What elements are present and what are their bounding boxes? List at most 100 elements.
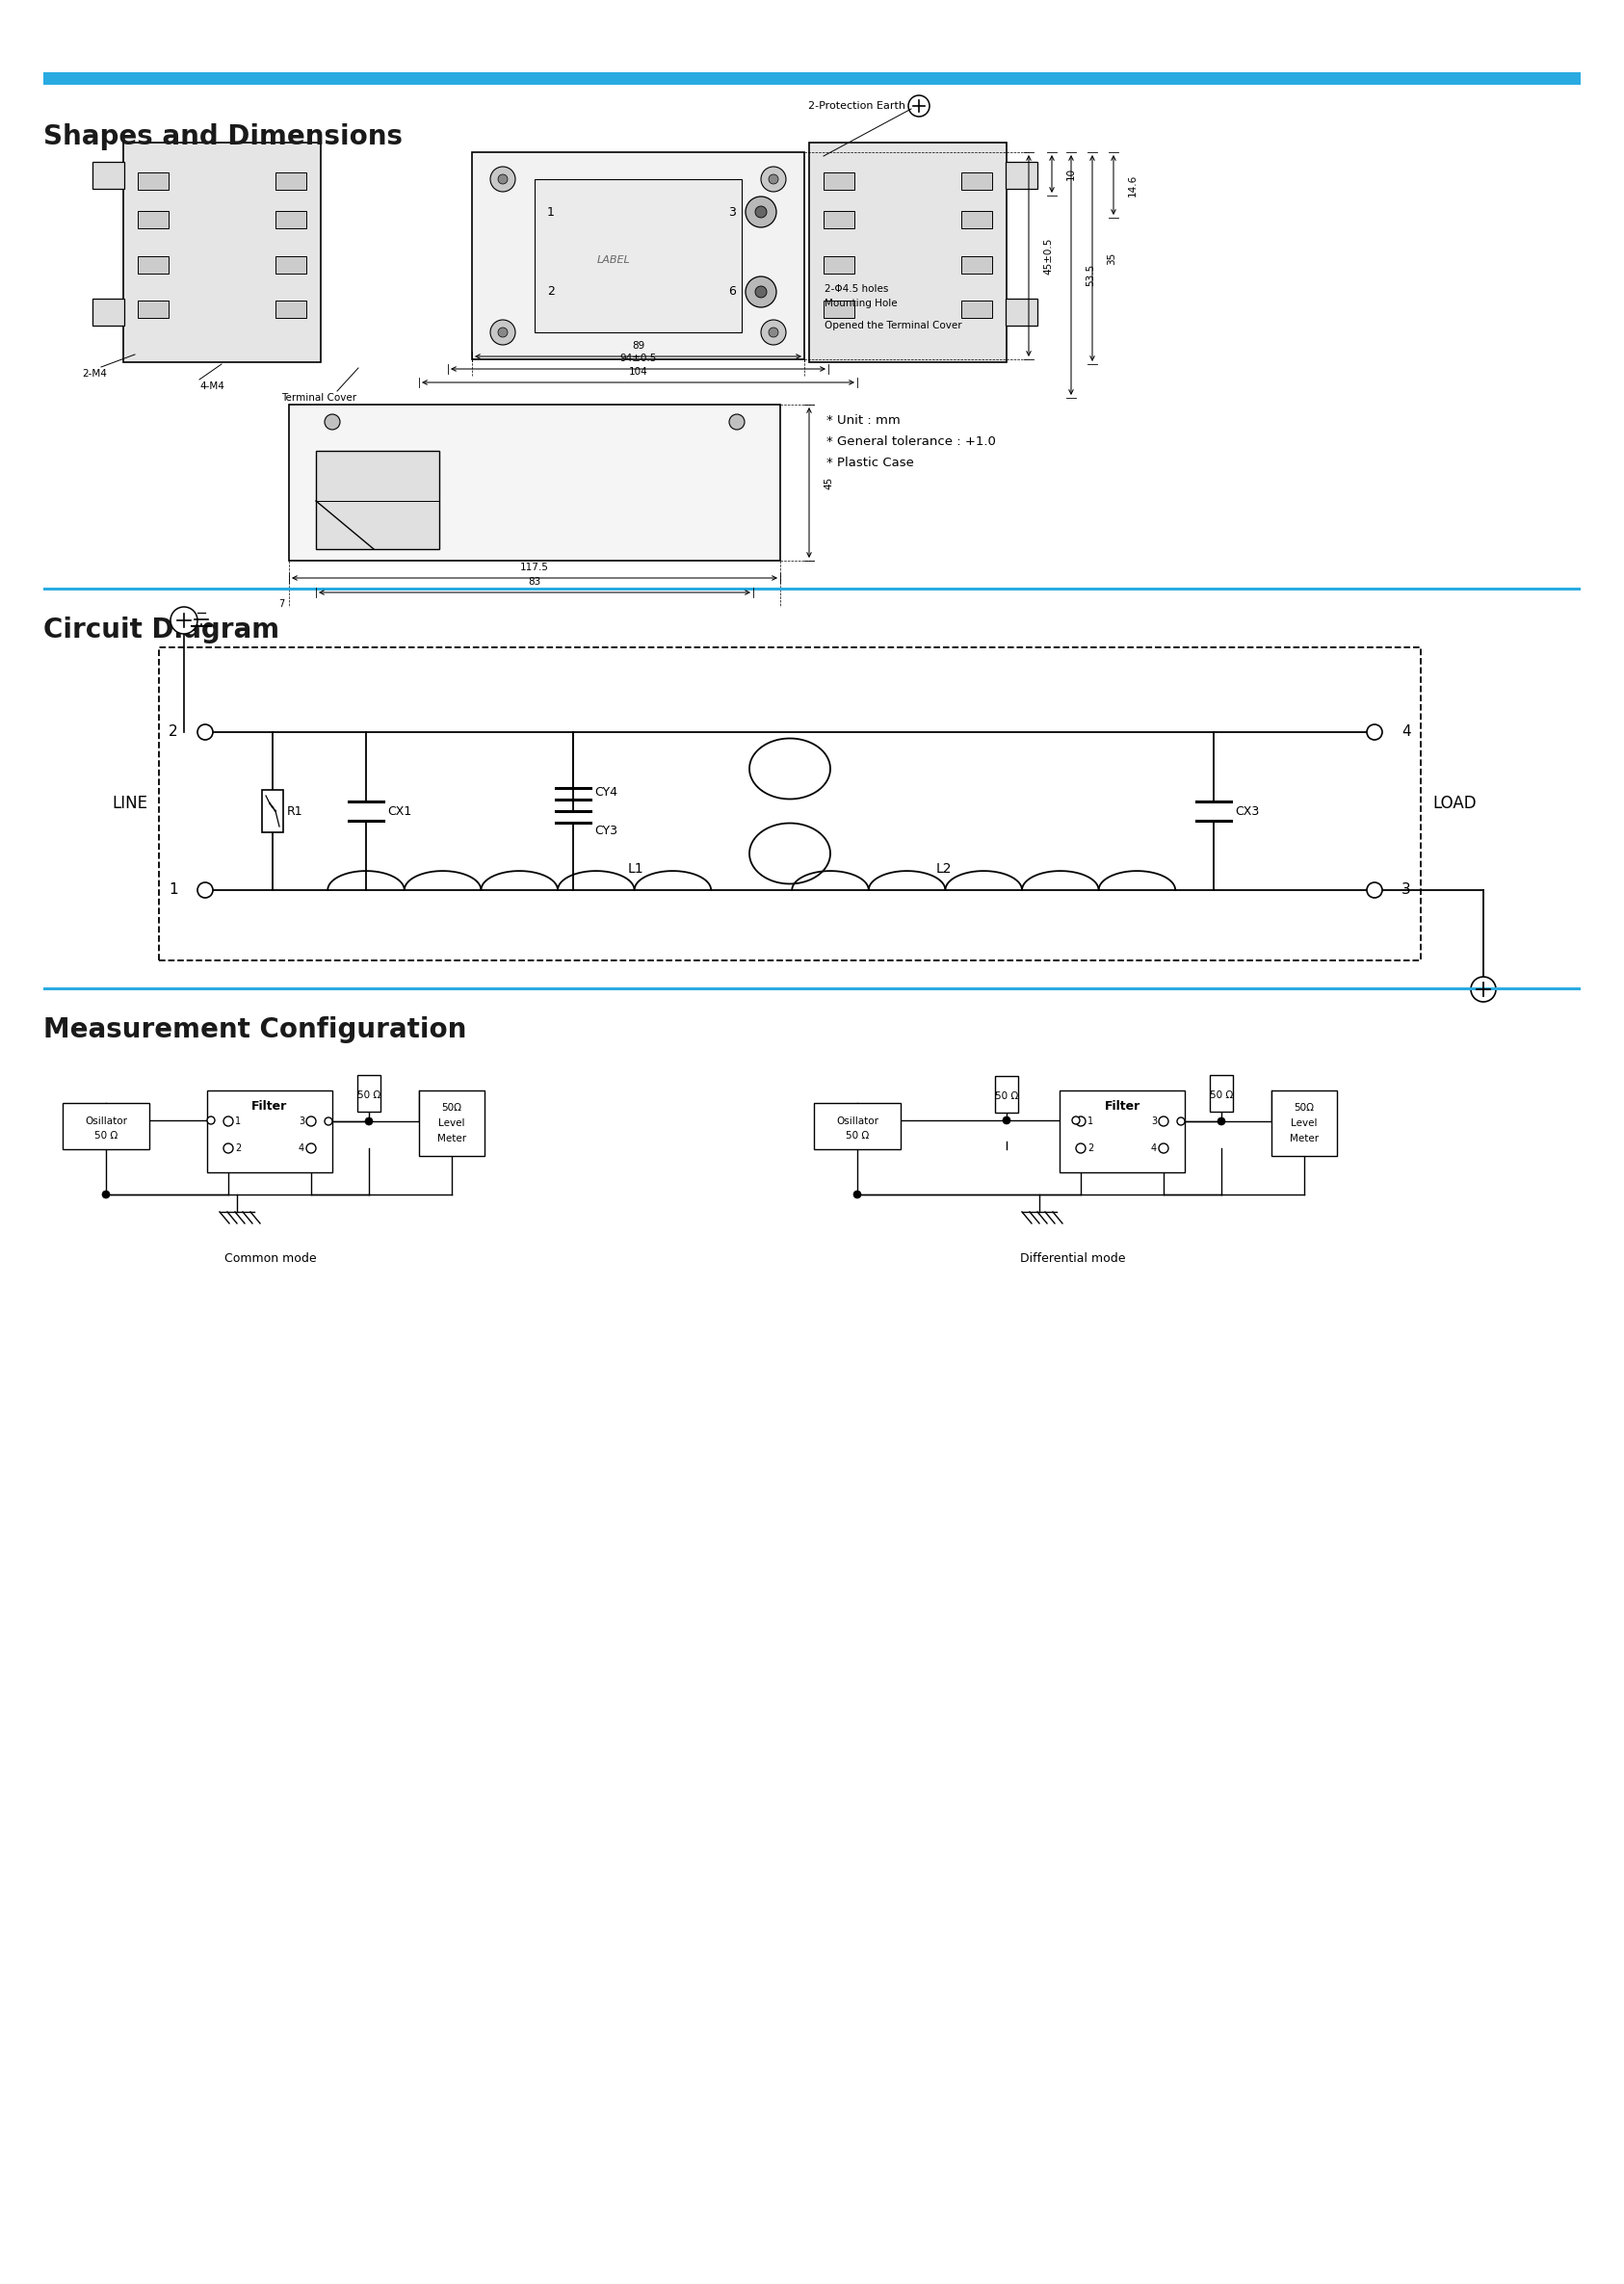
Circle shape [1367, 724, 1382, 740]
Text: Circuit Diagram: Circuit Diagram [44, 617, 279, 644]
Text: CX3: CX3 [1234, 804, 1259, 818]
Circle shape [854, 1190, 861, 1199]
Text: 2: 2 [547, 286, 555, 299]
Text: Common mode: Common mode [224, 1252, 317, 1265]
Bar [208, 1089, 333, 1172]
Bar [1272, 1089, 1337, 1156]
Text: 50 Ω: 50 Ω [357, 1089, 380, 1101]
Bar [138, 301, 169, 317]
Bar [357, 1076, 380, 1112]
Text: 3: 3 [1402, 884, 1411, 898]
Text: 4: 4 [1151, 1144, 1156, 1153]
Text: Osillator: Osillator [84, 1117, 127, 1126]
Circle shape [365, 1117, 374, 1126]
Text: Measurement Configuration: Measurement Configuration [44, 1016, 466, 1044]
Text: L1: L1 [628, 861, 643, 875]
Circle shape [1160, 1117, 1168, 1126]
Bar [823, 301, 854, 317]
Circle shape [762, 167, 786, 192]
Text: 50 Ω: 50 Ω [846, 1131, 869, 1140]
Bar [276, 171, 307, 190]
Text: 53.5: 53.5 [1085, 265, 1095, 286]
Bar [289, 404, 780, 560]
Circle shape [490, 167, 515, 192]
Circle shape [307, 1144, 317, 1153]
Text: Filter: Filter [252, 1099, 287, 1112]
Circle shape [745, 276, 776, 308]
Text: Level: Level [438, 1119, 464, 1128]
Circle shape [1218, 1117, 1224, 1126]
Text: 117.5: 117.5 [520, 562, 549, 573]
Bar [44, 73, 1580, 85]
Text: 3: 3 [728, 206, 736, 219]
Text: R1: R1 [287, 804, 304, 818]
Text: Terminal Cover: Terminal Cover [281, 393, 357, 402]
Bar [138, 171, 169, 190]
Bar [419, 1089, 484, 1156]
Text: CY4: CY4 [594, 786, 617, 797]
Text: LOAD: LOAD [1432, 795, 1476, 813]
Text: 50Ω: 50Ω [442, 1103, 461, 1112]
Text: 6: 6 [728, 286, 736, 299]
Circle shape [1002, 1117, 1010, 1124]
Text: 2-Protection Earth: 2-Protection Earth [809, 100, 906, 112]
Bar [809, 142, 1007, 363]
Text: Differential mode: Differential mode [1020, 1252, 1125, 1265]
Text: CX1: CX1 [387, 804, 411, 818]
Circle shape [1177, 1117, 1186, 1126]
Bar [961, 256, 992, 274]
Text: 14.6: 14.6 [1129, 174, 1137, 196]
Circle shape [499, 174, 508, 185]
Text: 45±0.5: 45±0.5 [1043, 238, 1052, 274]
Text: 89: 89 [632, 340, 645, 352]
Circle shape [1077, 1117, 1085, 1126]
Text: 104: 104 [628, 368, 648, 377]
Text: 4-M4: 4-M4 [200, 381, 224, 391]
Circle shape [755, 286, 767, 297]
Bar [63, 1103, 149, 1149]
Circle shape [224, 1117, 234, 1126]
Text: * Unit : mm: * Unit : mm [827, 413, 900, 427]
Text: 2-Φ4.5 holes: 2-Φ4.5 holes [825, 283, 888, 295]
Circle shape [1367, 882, 1382, 898]
Text: 50Ω: 50Ω [1294, 1103, 1314, 1112]
Circle shape [755, 206, 767, 217]
Text: 35: 35 [1106, 251, 1116, 265]
Text: 7: 7 [278, 598, 284, 610]
Text: LINE: LINE [112, 795, 148, 813]
Bar [276, 256, 307, 274]
Bar [473, 153, 804, 359]
Text: 1: 1 [1088, 1117, 1093, 1126]
Bar [93, 299, 125, 327]
Bar [159, 646, 1421, 959]
Circle shape [745, 196, 776, 228]
Circle shape [171, 608, 198, 635]
Text: 3: 3 [1151, 1117, 1156, 1126]
Bar [138, 210, 169, 228]
Circle shape [729, 413, 744, 429]
Text: 1: 1 [169, 884, 179, 898]
Text: 3: 3 [299, 1117, 304, 1126]
Text: Filter: Filter [1104, 1099, 1140, 1112]
Text: 45: 45 [823, 477, 833, 489]
Bar [317, 450, 438, 548]
Text: 50 Ω: 50 Ω [1210, 1089, 1233, 1101]
Circle shape [325, 1117, 333, 1126]
Text: Opened the Terminal Cover: Opened the Terminal Cover [825, 320, 961, 331]
Bar [44, 587, 1580, 592]
Text: 2: 2 [235, 1144, 240, 1153]
Text: Shapes and Dimensions: Shapes and Dimensions [44, 123, 403, 151]
Circle shape [762, 320, 786, 345]
Circle shape [325, 413, 339, 429]
Bar [1210, 1076, 1233, 1112]
Bar [44, 987, 1580, 991]
Bar [961, 210, 992, 228]
Bar [823, 256, 854, 274]
Bar [261, 790, 283, 831]
Text: 50 Ω: 50 Ω [94, 1131, 117, 1140]
Text: * General tolerance : +1.0: * General tolerance : +1.0 [827, 436, 996, 448]
Circle shape [1160, 1144, 1168, 1153]
Circle shape [1471, 978, 1496, 1003]
Text: LABEL: LABEL [598, 256, 630, 265]
Text: 50 Ω: 50 Ω [996, 1092, 1018, 1101]
